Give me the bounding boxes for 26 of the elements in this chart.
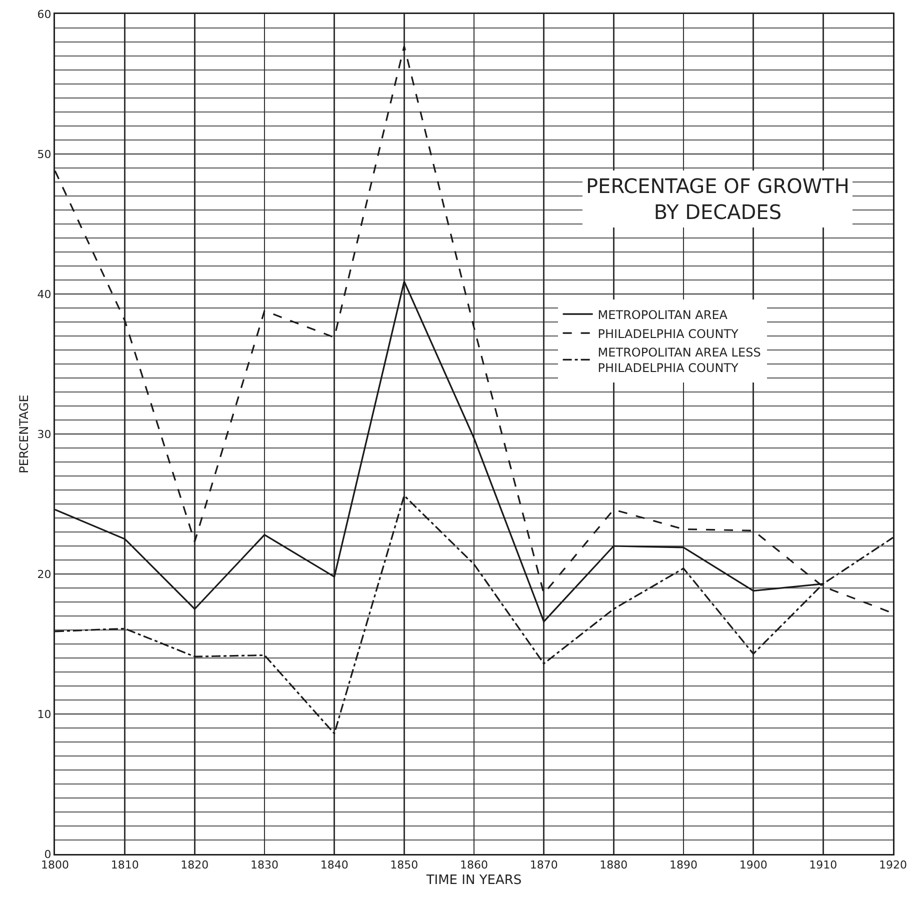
x-tick-label: 1830 — [250, 858, 278, 872]
x-tick-label: 1800 — [41, 858, 69, 872]
x-tick-label: 1900 — [739, 858, 768, 872]
x-tick-label: 1870 — [530, 858, 558, 872]
x-tick-label: 1820 — [180, 858, 209, 872]
legend-label: PHILADELPHIA COUNTY — [598, 326, 740, 341]
y-tick-label: 10 — [37, 708, 52, 721]
legend-label: METROPOLITAN AREA — [598, 308, 728, 322]
y-tick-label: 60 — [37, 8, 52, 21]
x-tick-label: 1840 — [320, 858, 348, 872]
y-tick-label: 50 — [37, 148, 52, 161]
x-axis-title: TIME IN YEARS — [425, 873, 522, 888]
text: PERCENTAGE OF GROWTH BY DECADES — [586, 174, 850, 224]
x-tick-label: 1880 — [600, 858, 628, 872]
x-tick-label: 1920 — [879, 858, 907, 872]
legend-label: METROPOLITAN AREA LESS PHILADELPHIA COUNTY — [598, 346, 761, 376]
y-tick-label: 30 — [37, 428, 52, 441]
y-axis-title: PERCENTAGE — [16, 394, 31, 474]
x-tick-label: 1890 — [670, 858, 698, 872]
x-tick-label: 1850 — [390, 858, 418, 872]
x-tick-label: 1910 — [809, 858, 838, 872]
x-tick-label: 1860 — [460, 858, 488, 872]
y-tick-label: 0 — [44, 848, 52, 861]
y-tick-label: 40 — [37, 288, 52, 301]
y-tick-label: 20 — [37, 568, 52, 581]
x-tick-label: 1810 — [110, 858, 139, 872]
